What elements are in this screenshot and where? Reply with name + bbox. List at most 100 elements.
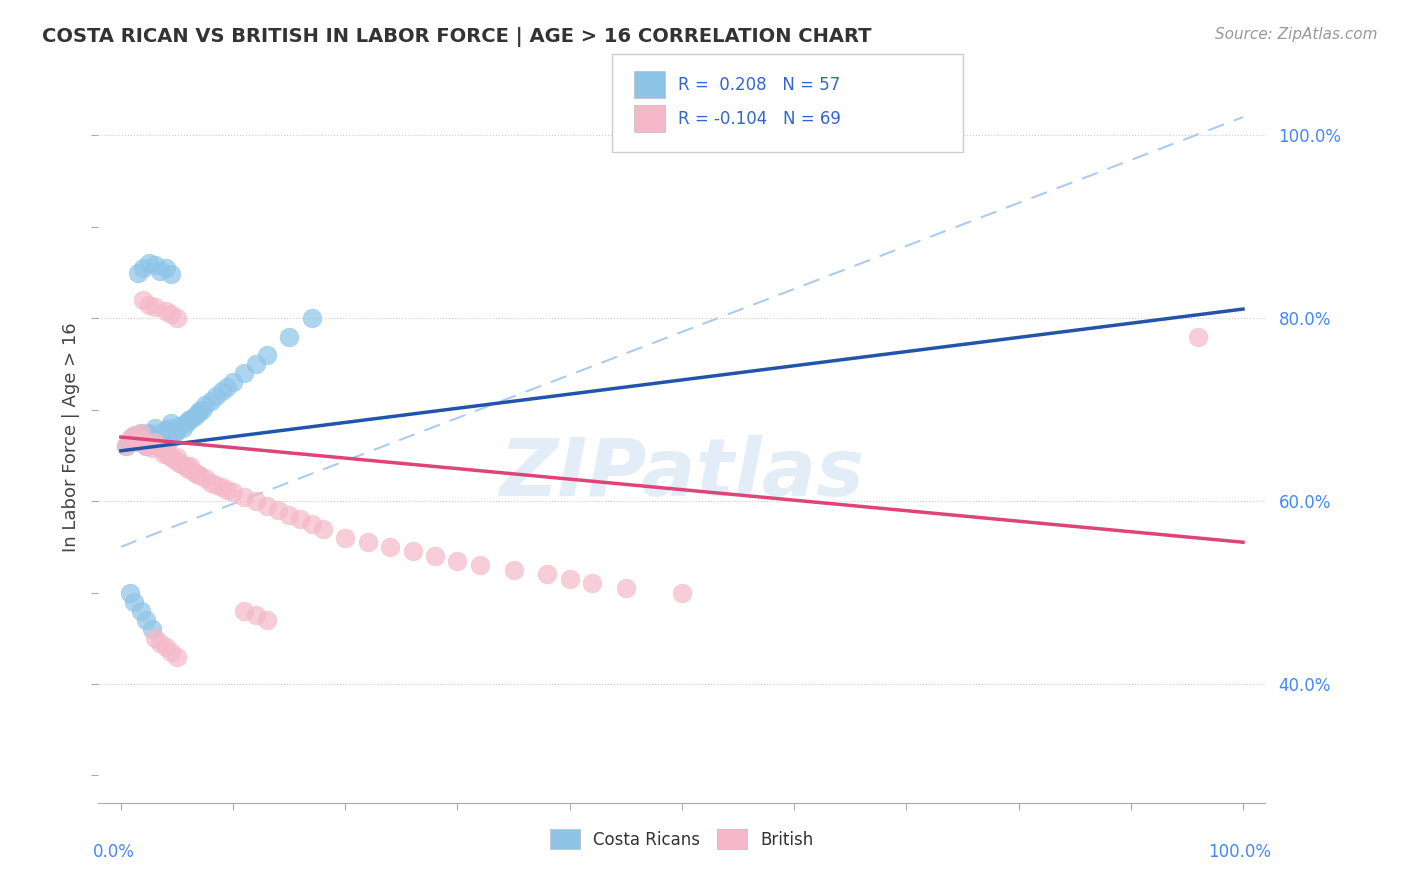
- Point: [222, 485, 245, 500]
- Text: ZIPatlas: ZIPatlas: [499, 434, 865, 513]
- Point: [160, 268, 183, 282]
- Point: [177, 414, 200, 428]
- Point: [129, 425, 152, 440]
- Point: [138, 437, 160, 451]
- Point: [152, 428, 174, 442]
- Point: [160, 417, 183, 431]
- Text: R =  0.208   N = 57: R = 0.208 N = 57: [678, 76, 839, 94]
- Point: [179, 459, 201, 474]
- Point: [172, 421, 194, 435]
- Point: [124, 432, 146, 446]
- Point: [132, 432, 155, 446]
- Point: [217, 380, 239, 394]
- Point: [167, 419, 190, 434]
- Point: [245, 357, 267, 371]
- Point: [129, 604, 152, 618]
- Point: [211, 480, 233, 494]
- Point: [143, 632, 166, 646]
- Point: [143, 258, 166, 272]
- Point: [141, 622, 163, 636]
- Point: [118, 432, 141, 446]
- Point: [124, 428, 146, 442]
- Text: 0.0%: 0.0%: [93, 843, 135, 861]
- Point: [155, 423, 177, 437]
- Point: [536, 567, 558, 582]
- Point: [177, 462, 200, 476]
- Point: [118, 585, 141, 599]
- Point: [1187, 329, 1209, 343]
- Point: [141, 428, 163, 442]
- Point: [256, 348, 278, 362]
- Point: [183, 409, 205, 424]
- Point: [143, 421, 166, 435]
- Point: [166, 423, 188, 437]
- Point: [335, 531, 357, 545]
- Point: [160, 450, 183, 465]
- Point: [129, 425, 152, 440]
- Point: [233, 604, 256, 618]
- Point: [156, 434, 179, 449]
- Point: [211, 384, 233, 399]
- Point: [127, 428, 149, 442]
- Point: [278, 508, 301, 522]
- Point: [155, 443, 177, 458]
- Point: [179, 412, 201, 426]
- Point: [132, 260, 155, 275]
- Point: [614, 581, 637, 595]
- Point: [127, 266, 149, 280]
- Point: [446, 553, 468, 567]
- Point: [581, 576, 603, 591]
- Point: [155, 430, 177, 444]
- Point: [156, 448, 179, 462]
- Point: [149, 432, 172, 446]
- Point: [186, 407, 208, 421]
- Point: [149, 425, 172, 440]
- Point: [357, 535, 380, 549]
- Point: [138, 256, 160, 270]
- Point: [152, 446, 174, 460]
- Point: [217, 483, 239, 497]
- Point: [146, 434, 169, 449]
- Point: [205, 477, 228, 491]
- Point: [245, 608, 267, 623]
- Point: [118, 434, 141, 449]
- Point: [149, 263, 172, 277]
- Point: [188, 468, 211, 483]
- Point: [132, 293, 155, 307]
- Point: [166, 450, 188, 465]
- Y-axis label: In Labor Force | Age > 16: In Labor Force | Age > 16: [62, 322, 80, 552]
- Point: [190, 402, 212, 417]
- Point: [149, 636, 172, 650]
- Point: [135, 439, 157, 453]
- Point: [256, 499, 278, 513]
- Point: [143, 300, 166, 314]
- Point: [121, 430, 143, 444]
- Point: [155, 304, 177, 318]
- Point: [301, 311, 323, 326]
- Point: [172, 458, 194, 472]
- Point: [135, 439, 157, 453]
- Point: [183, 465, 205, 479]
- Point: [468, 558, 491, 573]
- Point: [423, 549, 446, 563]
- Point: [290, 512, 312, 526]
- Point: [132, 434, 155, 449]
- Point: [149, 441, 172, 455]
- Point: [166, 311, 188, 326]
- Point: [256, 613, 278, 627]
- Point: [115, 439, 138, 453]
- Point: [143, 430, 166, 444]
- Legend: Costa Ricans, British: Costa Ricans, British: [550, 829, 814, 849]
- Point: [671, 585, 693, 599]
- Point: [205, 389, 228, 403]
- Point: [378, 540, 402, 554]
- Point: [558, 572, 581, 586]
- Text: COSTA RICAN VS BRITISH IN LABOR FORCE | AGE > 16 CORRELATION CHART: COSTA RICAN VS BRITISH IN LABOR FORCE | …: [42, 27, 872, 46]
- Point: [141, 441, 163, 455]
- Point: [115, 439, 138, 453]
- Point: [146, 439, 169, 453]
- Point: [138, 425, 160, 440]
- Point: [401, 544, 423, 558]
- Text: 100.0%: 100.0%: [1208, 843, 1271, 861]
- Point: [188, 404, 211, 418]
